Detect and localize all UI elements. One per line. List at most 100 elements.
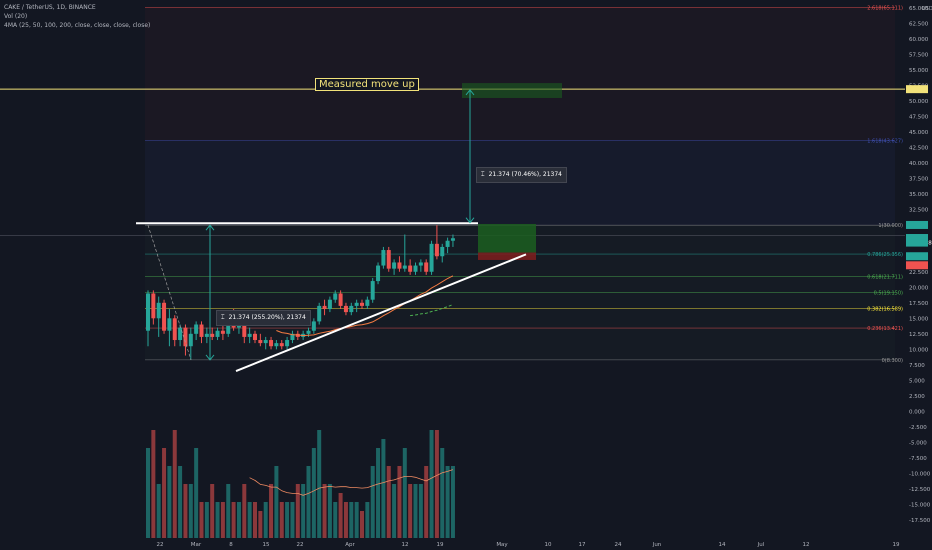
fib-label: 2.618(65.111) — [867, 5, 903, 11]
candle-body — [285, 340, 290, 347]
candle-body — [434, 243, 439, 257]
volume-bar — [424, 466, 429, 538]
volume-indicator-label[interactable]: Vol (20) — [4, 13, 28, 20]
price-tick-label: 12.500 — [909, 332, 929, 338]
candle-body — [279, 343, 284, 347]
volume-bar — [413, 484, 418, 538]
candle-body — [370, 281, 375, 300]
time-tick-label: May — [496, 542, 508, 548]
candle-body — [215, 330, 220, 337]
candle-body — [156, 302, 161, 319]
measure-text-2: 21.374 (70.46%), 21374 — [488, 171, 562, 178]
price-tick-label: 65.000 — [909, 6, 929, 12]
measure-box-1: ⌶ 21.374 (255.20%), 21374 — [216, 310, 311, 326]
volume-bar — [236, 502, 241, 538]
volume-bar — [317, 430, 322, 538]
candle-body — [376, 265, 381, 282]
position-loss-box — [478, 252, 536, 260]
volume-bar — [156, 484, 161, 538]
symbol-title[interactable]: CAKE / TetherUS, 1D, BINANCE — [4, 4, 96, 11]
volume-bar — [338, 493, 343, 538]
volume-bar — [354, 502, 359, 538]
price-tick-label: -2.500 — [909, 425, 927, 431]
fib-label: 0(8.300) — [882, 358, 903, 364]
ma-indicator-label[interactable]: 4MA (25, 50, 100, 200, close, close, clo… — [4, 22, 151, 29]
volume-bar — [429, 430, 434, 538]
price-tag-bg — [906, 238, 928, 247]
time-tick-label: 22 — [297, 542, 304, 548]
candle-body — [322, 305, 327, 309]
volume-bar — [365, 502, 370, 538]
candle-body — [445, 240, 450, 247]
candle-body — [172, 318, 177, 341]
measure-arrow-1-head-bottom — [205, 354, 215, 361]
volume-bar — [450, 466, 455, 538]
price-tick-label: 50.000 — [909, 99, 929, 105]
volume-bar — [306, 466, 311, 538]
candle-body — [210, 333, 215, 337]
candle-body — [183, 327, 188, 347]
volume-bar — [322, 484, 327, 538]
volume-bar — [386, 466, 391, 538]
time-tick-label: 19 — [437, 542, 444, 548]
price-tick-label: 32.500 — [909, 208, 929, 214]
price-tick-label: 40.000 — [909, 161, 929, 167]
fib-label: 1.618(43.627) — [867, 139, 903, 145]
price-tick-label: 57.500 — [909, 53, 929, 59]
volume-bar — [269, 484, 274, 538]
price-tick-label: -17.500 — [909, 518, 931, 524]
volume-bar — [285, 502, 290, 538]
volume-bar — [178, 466, 183, 538]
volume-bar — [290, 502, 295, 538]
candle-body — [146, 293, 150, 331]
measured-move-label: Measured move up — [315, 78, 419, 91]
candle-body — [263, 340, 268, 344]
volume-bar — [151, 430, 156, 538]
price-tick-label: 17.500 — [909, 301, 929, 307]
candle-body — [327, 299, 332, 309]
volume-bar — [402, 448, 407, 538]
volume-bar — [253, 502, 257, 538]
fib-label: 0.618(21.711) — [867, 275, 903, 281]
candle-body — [290, 333, 295, 341]
candle-body — [386, 250, 391, 269]
volume-bar — [263, 502, 268, 538]
volume-bar — [311, 448, 316, 538]
price-tag-bg — [906, 252, 928, 261]
measure-text-1: 21.374 (255.20%), 21374 — [228, 314, 306, 321]
price-tick-label: 35.000 — [909, 192, 929, 198]
volume-bar — [204, 502, 209, 538]
measure-box-2: ⌶ 21.374 (70.46%), 21374 — [476, 167, 567, 183]
volume-bar — [242, 484, 247, 538]
candle-body — [220, 330, 225, 334]
time-tick-label: Jul — [757, 542, 765, 548]
candle-body — [354, 302, 359, 306]
time-tick-label: 14 — [719, 542, 726, 548]
price-tick-label: -7.500 — [909, 456, 927, 462]
fib-label: 0.236(13.421) — [867, 326, 903, 332]
volume-bar — [445, 466, 450, 538]
volume-bar — [172, 430, 177, 538]
candle-body — [247, 333, 252, 337]
volume-bar — [408, 484, 413, 538]
price-tick-label: 20.000 — [909, 285, 929, 291]
volume-bar — [418, 484, 423, 538]
candle-body — [440, 246, 445, 257]
fib-label: 0.5(19.150) — [874, 291, 903, 297]
ma50-line — [410, 304, 454, 317]
volume-bar — [215, 502, 220, 538]
candle-body — [178, 327, 183, 341]
candle-body — [424, 262, 429, 272]
price-tick-label: 42.500 — [909, 146, 929, 152]
measure-arrow-2-head-bottom — [465, 217, 475, 224]
candle-body — [311, 321, 316, 331]
price-tick-label: -12.500 — [909, 487, 931, 493]
candle-body — [392, 262, 397, 269]
volume-bar — [167, 466, 172, 538]
ruler-icon: ⌶ — [221, 314, 225, 321]
price-tag-bg — [906, 234, 928, 243]
time-tick-label: 10 — [545, 542, 552, 548]
fib-label: 1(30.000) — [878, 223, 903, 229]
price-tick-label: 7.500 — [909, 363, 925, 369]
